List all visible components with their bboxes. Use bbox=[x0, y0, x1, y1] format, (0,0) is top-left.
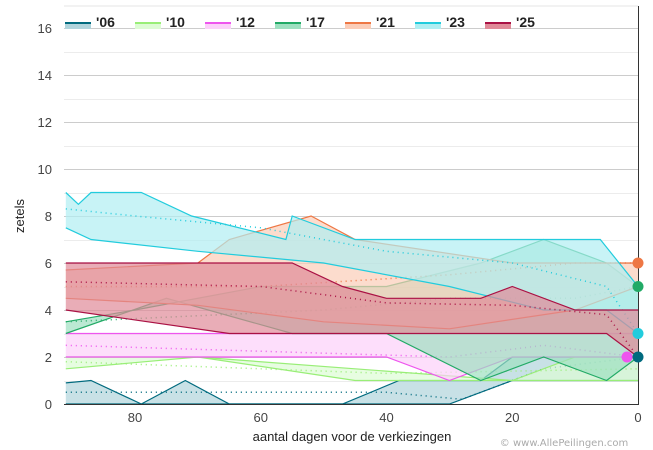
y-tick-label: 4 bbox=[45, 303, 52, 318]
legend-label: '17 bbox=[306, 14, 325, 30]
legend-item-17: '17 bbox=[275, 14, 325, 30]
legend-label: '21 bbox=[376, 14, 395, 30]
x-tick-label: 20 bbox=[505, 410, 519, 425]
legend-item-12: '12 bbox=[205, 14, 255, 30]
y-tick-label: 16 bbox=[38, 21, 52, 36]
y-axis-title: zetels bbox=[12, 199, 27, 233]
legend-swatch bbox=[275, 23, 301, 29]
band-lower-line-10 bbox=[65, 356, 638, 382]
legend-label: '12 bbox=[236, 14, 255, 30]
legend-label: '10 bbox=[166, 14, 185, 30]
band-upper-line-25 bbox=[65, 262, 638, 311]
y-tick-label: 10 bbox=[38, 162, 52, 177]
x-tick-labels: 80 60 40 20 0 bbox=[128, 410, 642, 425]
band-upper-line-23 bbox=[65, 191, 639, 287]
endpoint-markers bbox=[621, 257, 644, 363]
legend-label: '25 bbox=[516, 14, 535, 30]
band-lower-line-25 bbox=[65, 309, 639, 358]
median-line-10 bbox=[65, 360, 639, 375]
y-tick-label: 6 bbox=[45, 256, 52, 271]
y-tick-labels: 0 2 4 6 8 10 12 14 16 bbox=[38, 21, 52, 412]
y-tick-label: 2 bbox=[45, 350, 52, 365]
legend-swatch bbox=[415, 23, 441, 29]
legend-swatch bbox=[135, 23, 161, 29]
legend: '06 '10 '12 '17 '21 '23 '25 bbox=[65, 14, 535, 30]
y-tick-label: 0 bbox=[45, 397, 52, 412]
legend-label: '23 bbox=[446, 14, 465, 30]
endpoint-marker-17 bbox=[632, 281, 644, 292]
endpoint-marker-23 bbox=[632, 328, 644, 339]
x-tick-label: 40 bbox=[379, 410, 393, 425]
endpoint-marker-21 bbox=[632, 257, 644, 269]
endpoint-marker-06 bbox=[632, 351, 644, 363]
x-tick-label: 60 bbox=[254, 410, 268, 425]
x-tick-label: 80 bbox=[128, 410, 142, 425]
legend-item-23: '23 bbox=[415, 14, 465, 30]
y-tick-label: 8 bbox=[45, 209, 52, 224]
y-tick-label: 14 bbox=[38, 68, 52, 83]
x-tick-label: 0 bbox=[634, 410, 641, 425]
series-bands bbox=[65, 191, 639, 405]
endpoint-marker-12 bbox=[621, 351, 633, 363]
legend-swatch bbox=[485, 23, 511, 29]
legend-label: '06 bbox=[96, 14, 115, 30]
legend-swatch bbox=[345, 23, 371, 29]
legend-item-10: '10 bbox=[135, 14, 185, 30]
y-tick-label: 12 bbox=[38, 115, 52, 130]
legend-swatch bbox=[205, 23, 231, 29]
legend-item-06: '06 bbox=[65, 14, 115, 30]
credit-text: © www.AllePeilingen.com bbox=[500, 438, 628, 449]
legend-swatch bbox=[65, 23, 91, 29]
legend-item-21: '21 bbox=[345, 14, 395, 30]
legend-item-25: '25 bbox=[485, 14, 535, 30]
x-axis-title: aantal dagen voor de verkiezingen bbox=[253, 429, 452, 444]
band-23 bbox=[65, 192, 639, 334]
